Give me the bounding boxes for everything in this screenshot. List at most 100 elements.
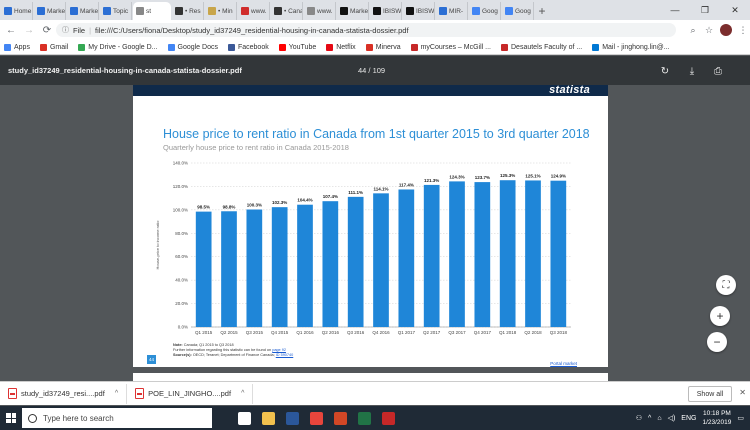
language-indicator[interactable]: ENG [681, 414, 697, 422]
bookmark-item[interactable]: Gmail [39, 43, 68, 51]
portal-market-link[interactable]: Portal market [550, 361, 577, 366]
browser-tab[interactable]: Goog [502, 2, 534, 20]
further-info-line: Further information regarding this stati… [173, 348, 293, 353]
browser-tab[interactable]: Topic [100, 2, 132, 20]
show-hidden-icons[interactable]: ^ [648, 414, 652, 422]
bar [221, 211, 237, 327]
show-all-button[interactable]: Show all [688, 386, 732, 402]
download-item[interactable]: POE_LIN_JINGHO....pdf ^ [127, 383, 254, 404]
bookmark-favicon-icon [365, 43, 373, 51]
print-icon[interactable]: ⎙ [714, 65, 722, 77]
bar [398, 189, 415, 327]
zoom-out-button[interactable]: − [707, 332, 727, 352]
browser-tab[interactable]: www. [304, 2, 336, 20]
chrome-taskbar-icon[interactable] [304, 406, 328, 430]
browser-tab[interactable]: Marke [67, 2, 99, 20]
url-text[interactable]: file:///C:/Users/fiona/Desktop/study_id3… [95, 25, 409, 35]
tab-label: • Res [185, 7, 201, 15]
profile-avatar[interactable] [720, 24, 732, 36]
bookmark-item[interactable]: Minerva [365, 43, 401, 51]
browser-tab[interactable]: MIR- [436, 2, 468, 20]
y-tick-label: 140.0% [173, 161, 188, 166]
download-item[interactable]: study_id37249_resi....pdf ^ [0, 383, 128, 404]
bookmark-item[interactable]: Desautels Faculty of ... [501, 43, 582, 51]
bookmark-label: Netflix [336, 43, 356, 51]
word-taskbar-icon[interactable] [280, 406, 304, 430]
menu-icon[interactable]: ⋮ [738, 24, 748, 35]
zoom-icon[interactable]: ⌕ [690, 24, 696, 35]
start-button[interactable] [0, 406, 22, 430]
browser-tab[interactable]: Marke [34, 2, 66, 20]
forward-icon[interactable]: → [24, 24, 34, 36]
restore-button[interactable]: ❐ [700, 4, 710, 15]
bookmark-item[interactable]: Google Docs [167, 43, 218, 51]
excel-taskbar-icon[interactable] [352, 406, 376, 430]
ppt-red-taskbar-icon[interactable] [328, 406, 352, 430]
bookmark-star-icon[interactable]: ☆ [704, 24, 714, 35]
site-info-label[interactable]: File [73, 25, 86, 35]
tab-favicon-icon [439, 7, 447, 15]
bookmark-item[interactable]: myCourses – McGill ... [410, 43, 491, 51]
bookmark-item[interactable]: Apps [4, 43, 30, 51]
taskbar-search[interactable]: Type here to search [22, 408, 212, 428]
browser-tab[interactable]: st [133, 2, 171, 20]
app-dark-taskbar-icon[interactable] [376, 406, 400, 430]
source-link[interactable]: ID 590740 [275, 353, 294, 357]
tab-favicon-icon [505, 7, 513, 15]
new-tab-button[interactable]: + [538, 4, 546, 18]
page-indicator[interactable]: 44 / 109 [358, 66, 386, 75]
browser-tab[interactable]: Home [1, 2, 33, 20]
bookmark-item[interactable]: My Drive - Google D... [78, 43, 158, 51]
browser-tab[interactable]: • Res [172, 2, 204, 20]
chevron-up-icon[interactable]: ^ [241, 390, 245, 397]
bar [271, 207, 288, 327]
reload-icon[interactable]: ⟳ [42, 24, 52, 36]
tab-strip: Home Marke Marke Topic st • Res • Min www. • Can… [0, 0, 750, 20]
rotate-icon[interactable]: ↻ [660, 65, 670, 77]
page-header-band: statista [133, 84, 608, 96]
file-explorer-taskbar-icon[interactable] [256, 406, 280, 430]
close-window-button[interactable]: ✕ [731, 4, 739, 15]
url-input[interactable]: ⓘ File | file:///C:/Users/fiona/Desktop/… [56, 23, 676, 37]
bookmark-label: Apps [14, 43, 30, 51]
bar [246, 209, 263, 327]
y-tick-label: 60.0% [175, 254, 188, 259]
bookmark-favicon-icon [501, 43, 508, 51]
further-info-text: Further information regarding this stati… [173, 348, 272, 352]
bookmark-item[interactable]: Mail - jinghong.lin@... [592, 43, 670, 51]
bookmark-favicon-icon [4, 43, 11, 51]
close-shelf-icon[interactable]: ✕ [739, 388, 746, 397]
tab-label: Topic [113, 7, 129, 15]
browser-tab[interactable]: www. [238, 2, 270, 20]
browser-tab[interactable]: IBISW [403, 2, 435, 20]
notes-text: Canada; Q1 2015 to Q3 2018 [183, 343, 234, 347]
notes-line: Note: Canada; Q1 2015 to Q3 2018 [173, 343, 293, 348]
tab-favicon-icon [175, 7, 183, 15]
download-icon[interactable]: ⤓ [689, 65, 695, 77]
task-view-taskbar-icon[interactable] [232, 406, 256, 430]
tab-label: st [146, 7, 152, 15]
minimize-button[interactable]: — [670, 5, 680, 15]
bookmark-item[interactable]: Facebook [227, 43, 269, 51]
x-tick-label: Q4 2016 [372, 330, 390, 335]
browser-tab[interactable]: • Min [205, 2, 237, 20]
bookmark-item[interactable]: YouTube [278, 43, 316, 51]
browser-tab[interactable]: • Cana [271, 2, 303, 20]
volume-icon[interactable]: ◁) [667, 415, 676, 422]
clock[interactable]: 10:18 PM 1/23/2019 [702, 409, 731, 427]
back-icon[interactable]: ← [6, 24, 16, 36]
browser-tab[interactable]: IBISW [370, 2, 402, 20]
zoom-in-button[interactable]: + [710, 306, 730, 326]
data-label: 98.5% [197, 205, 210, 210]
browser-tab[interactable]: Marke [337, 2, 369, 20]
further-info-link[interactable]: page 92 [272, 348, 286, 352]
network-icon[interactable]: ⌂ [657, 414, 662, 422]
chevron-up-icon[interactable]: ^ [114, 390, 119, 397]
info-icon[interactable]: ⓘ [62, 27, 69, 34]
notifications-icon[interactable]: ▭ [737, 415, 744, 422]
bookmark-item[interactable]: Netflix [326, 43, 356, 51]
fit-page-button[interactable]: ⛶ [716, 275, 736, 295]
x-tick-label: Q4 2017 [474, 330, 492, 335]
people-icon[interactable]: ⚇ [635, 415, 643, 422]
browser-tab[interactable]: Goog [469, 2, 501, 20]
